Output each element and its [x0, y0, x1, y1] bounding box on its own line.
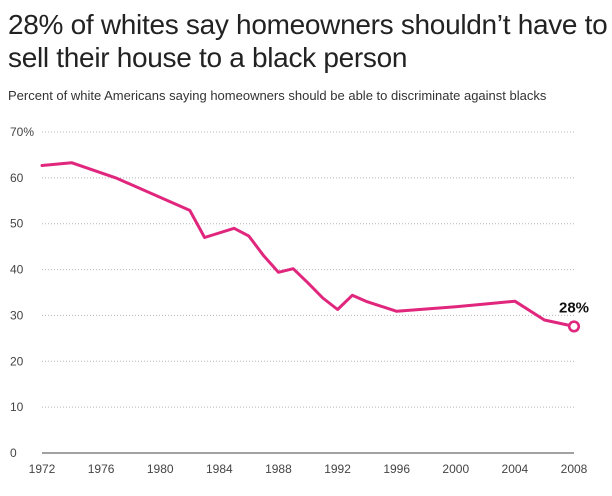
y-tick-label: 40	[10, 263, 24, 277]
x-tick-label: 1980	[147, 462, 174, 476]
series-line	[40, 161, 576, 328]
chart-subtitle: Percent of white Americans saying homeow…	[8, 88, 547, 103]
x-tick-label: 1976	[88, 462, 115, 476]
end-point-label: 28%	[559, 299, 589, 316]
end-point-marker	[567, 320, 581, 333]
x-tick-label: 1984	[206, 462, 233, 476]
x-tick-label: 1972	[29, 462, 56, 476]
x-tick-label: 1988	[265, 462, 292, 476]
y-axis-ticks: 0 10 20 30 40 50 60 70%	[10, 125, 34, 460]
chart-title: 28% of whites say homeowners shouldn’t h…	[8, 9, 608, 73]
x-tick-label: 2000	[442, 462, 469, 476]
x-axis-ticks: 1972 1976 1980 1984 1988 1992 1996 2000 2004 2008	[29, 462, 588, 476]
y-tick-label: 60	[10, 171, 24, 185]
y-tick-label: 70%	[10, 125, 34, 139]
x-tick-label: 2008	[561, 462, 588, 476]
x-tick-label: 2004	[502, 462, 529, 476]
y-tick-label: 30	[10, 308, 24, 322]
y-tick-label: 0	[10, 446, 17, 460]
x-tick-label: 1992	[324, 462, 351, 476]
y-tick-label: 10	[10, 400, 24, 414]
y-tick-label: 50	[10, 217, 24, 231]
x-tick-label: 1996	[383, 462, 410, 476]
gridlines	[42, 131, 574, 454]
y-tick-label: 20	[10, 354, 24, 368]
